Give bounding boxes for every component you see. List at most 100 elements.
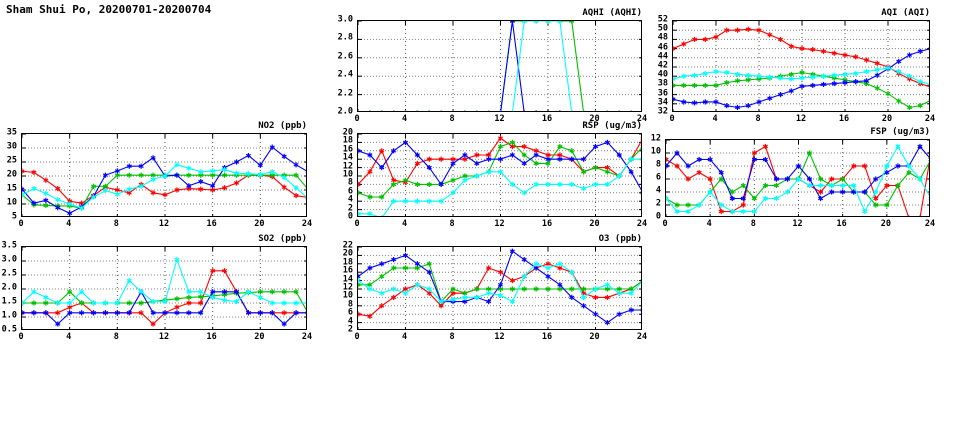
y-tick-label: 4 [347, 316, 353, 327]
x-tick-label: 12 [158, 332, 170, 342]
y-tick-label: 10 [650, 146, 661, 157]
x-tick-label: 12 [795, 114, 807, 124]
y-axis-labels-o3: 2 4 6 8 10 12 14 16 18 20 22 [317, 241, 353, 334]
y-tick-label: 16 [342, 265, 353, 276]
x-tick-label: 8 [113, 332, 119, 342]
series-so2-20200704 [22, 257, 306, 306]
x-tick-label: 20 [881, 114, 893, 124]
x-tick-label: 0 [669, 114, 675, 124]
plot-area-fsp [665, 139, 930, 217]
y-tick-label: 0 [655, 211, 661, 222]
x-tick-label: 12 [494, 114, 505, 124]
chart-title-no2: NO2 (ppb) [258, 121, 307, 131]
chart-title-o3: O3 (ppb) [598, 234, 642, 244]
x-tick-label: 0 [354, 219, 360, 229]
y-tick-label: 16 [342, 144, 353, 155]
series-o3-20200704 [358, 261, 641, 305]
y-axis-labels-fsp: 0 2 4 6 8 10 12 [625, 134, 661, 221]
x-tick-label: 8 [755, 114, 761, 124]
series-o3-20200702 [358, 261, 641, 305]
x-axis-labels-no2: 0 4 8 12 16 20 24 [18, 219, 312, 232]
y-tick-label: 10 [342, 169, 353, 180]
x-tick-label: 24 [636, 219, 648, 229]
y-tick-label: 32 [657, 106, 668, 117]
series-rsp-20200701 [358, 135, 641, 187]
x-tick-label: 20 [254, 332, 265, 342]
x-tick-label: 12 [494, 332, 505, 342]
y-tick-label: 12 [342, 161, 353, 172]
y-axis-labels-aqhi: 2.0 2.2 2.4 2.6 2.8 3.0 [317, 15, 353, 116]
x-tick-label: 24 [924, 114, 936, 124]
y-tick-label: 18 [342, 257, 353, 268]
x-tick-label: 20 [254, 219, 265, 229]
x-tick-label: 0 [354, 114, 360, 124]
series-so2-20200701 [22, 268, 306, 327]
y-tick-label: 2.4 [337, 69, 353, 80]
plot-area-aqhi [357, 20, 642, 112]
x-axis-labels-o3: 0 4 8 12 16 20 24 [354, 332, 647, 345]
x-tick-label: 16 [838, 114, 850, 124]
series-o3-20200701 [358, 261, 641, 319]
y-tick-label: 25 [6, 155, 17, 166]
y-tick-label: 36 [657, 88, 668, 99]
series-rsp-20200704 [358, 156, 641, 216]
y-tick-label: 1.0 [1, 310, 17, 321]
series-fsp-20200701 [666, 143, 929, 216]
y-tick-label: 22 [342, 240, 353, 251]
x-tick-label: 20 [589, 114, 600, 124]
y-axis-labels-aqi: 32 34 36 38 40 42 44 46 48 50 52 [632, 15, 668, 116]
series-no2-20200703 [22, 144, 306, 216]
x-tick-label: 16 [836, 219, 847, 229]
x-tick-label: 20 [880, 219, 891, 229]
y-tick-label: 5 [11, 211, 17, 222]
x-tick-label: 24 [924, 219, 936, 229]
series-o3-20200703 [358, 248, 641, 326]
x-tick-label: 8 [449, 332, 455, 342]
y-tick-label: 35 [6, 127, 17, 138]
y-tick-label: 20 [342, 127, 353, 138]
x-tick-label: 16 [541, 219, 553, 229]
series-fsp-20200702 [666, 150, 929, 208]
series-no2-20200704 [22, 162, 306, 211]
x-axis-labels-fsp: 0 4 8 12 16 20 24 [662, 219, 935, 232]
y-tick-label: 14 [342, 274, 353, 285]
series-fsp-20200703 [666, 143, 929, 202]
x-tick-label: 4 [401, 332, 408, 342]
x-tick-label: 12 [792, 219, 803, 229]
y-axis-labels-no2: 5 10 15 20 25 30 35 [0, 128, 17, 221]
x-tick-label: 0 [18, 332, 24, 342]
x-tick-label: 4 [66, 219, 72, 229]
x-tick-label: 0 [354, 332, 360, 342]
x-tick-label: 4 [401, 219, 408, 229]
y-tick-label: 2 [655, 198, 661, 209]
x-tick-label: 16 [206, 219, 217, 229]
series-rsp-20200703 [358, 139, 641, 195]
plot-area-so2 [21, 246, 307, 330]
x-axis-labels-so2: 0 4 8 12 16 20 24 [18, 332, 312, 345]
y-axis-labels-so2: 0.5 1.0 1.5 2.0 2.5 3.0 3.5 [0, 241, 17, 334]
chart-title-rsp: RSP (ug/m3) [582, 121, 642, 131]
y-axis-labels-rsp: 0 2 4 6 8 10 12 14 16 18 20 [317, 128, 353, 221]
series-no2-20200702 [22, 172, 306, 211]
series-fsp-20200704 [666, 143, 929, 215]
series-so2-20200702 [22, 289, 306, 315]
plot-area-o3 [357, 246, 642, 330]
series-so2-20200703 [22, 289, 306, 327]
y-tick-label: 2.6 [337, 51, 353, 62]
y-tick-label: 3.0 [337, 14, 353, 25]
y-tick-label: 48 [657, 32, 668, 43]
x-tick-label: 12 [494, 219, 505, 229]
series-aqhi-20200703 [358, 21, 632, 111]
y-tick-label: 14 [342, 152, 353, 163]
chart-title-fsp: FSP (ug/m3) [870, 127, 930, 137]
y-tick-label: 2.0 [1, 282, 17, 293]
x-tick-label: 8 [449, 219, 455, 229]
y-tick-label: 0 [347, 211, 353, 222]
x-tick-label: 16 [206, 332, 217, 342]
series-aqi-20200704 [673, 65, 929, 87]
chart-title-aqhi: AQHI (AQHI) [582, 8, 642, 18]
